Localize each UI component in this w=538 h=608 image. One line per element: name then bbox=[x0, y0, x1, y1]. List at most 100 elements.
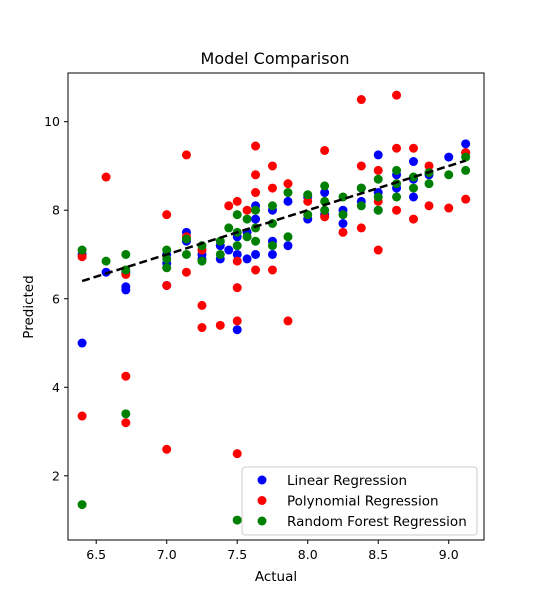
point-series-1 bbox=[232, 256, 242, 266]
point-series-1 bbox=[197, 300, 207, 310]
point-series-0 bbox=[283, 241, 293, 251]
point-series-0 bbox=[251, 214, 261, 224]
point-series-2 bbox=[320, 181, 330, 191]
point-series-1 bbox=[444, 203, 454, 213]
point-series-2 bbox=[283, 188, 293, 198]
point-series-1 bbox=[338, 227, 348, 237]
point-series-0 bbox=[121, 282, 131, 292]
point-series-2 bbox=[373, 192, 383, 202]
point-series-1 bbox=[267, 183, 277, 193]
point-series-1 bbox=[162, 210, 172, 220]
point-series-0 bbox=[232, 325, 242, 335]
point-series-2 bbox=[392, 165, 402, 175]
point-series-1 bbox=[232, 316, 242, 326]
point-series-2 bbox=[162, 263, 172, 273]
point-series-2 bbox=[251, 205, 261, 215]
point-series-1 bbox=[424, 161, 434, 171]
point-series-1 bbox=[356, 95, 366, 105]
point-series-2 bbox=[283, 232, 293, 242]
reference-line bbox=[81, 159, 467, 283]
point-series-0 bbox=[461, 139, 471, 149]
point-series-1 bbox=[392, 205, 402, 215]
point-series-0 bbox=[408, 192, 418, 202]
point-series-1 bbox=[162, 444, 172, 454]
point-series-1 bbox=[121, 418, 131, 428]
point-series-0 bbox=[77, 338, 87, 348]
point-series-1 bbox=[303, 196, 313, 206]
point-series-2 bbox=[267, 241, 277, 251]
point-series-1 bbox=[162, 280, 172, 290]
point-series-2 bbox=[356, 183, 366, 193]
legend-label-1: Polynomial Regression bbox=[287, 494, 439, 510]
x-tick-label: 8.0 bbox=[298, 547, 318, 562]
legend-label-2: Random Forest Regression bbox=[287, 514, 467, 530]
point-series-0 bbox=[232, 249, 242, 259]
point-series-1 bbox=[251, 170, 261, 180]
point-series-1 bbox=[408, 143, 418, 153]
point-series-0 bbox=[224, 245, 234, 255]
point-series-2 bbox=[162, 245, 172, 255]
point-series-1 bbox=[320, 145, 330, 155]
x-axis-label: Actual bbox=[255, 569, 297, 585]
point-series-1 bbox=[181, 267, 191, 277]
x-tick-label: 7.5 bbox=[227, 547, 247, 562]
point-series-2 bbox=[162, 254, 172, 264]
point-series-2 bbox=[224, 223, 234, 233]
legend-box bbox=[241, 466, 478, 536]
point-series-0 bbox=[338, 219, 348, 229]
point-series-1 bbox=[392, 143, 402, 153]
point-series-2 bbox=[232, 210, 242, 220]
y-tick-label: 10 bbox=[44, 114, 60, 129]
point-series-2 bbox=[461, 152, 471, 162]
point-series-2 bbox=[408, 172, 418, 182]
point-series-1 bbox=[77, 252, 87, 262]
point-series-2 bbox=[232, 241, 242, 251]
point-series-0 bbox=[444, 152, 454, 162]
point-series-2 bbox=[303, 210, 313, 220]
point-series-2 bbox=[444, 170, 454, 180]
y-tick-label: 4 bbox=[52, 380, 60, 395]
point-series-1 bbox=[408, 214, 418, 224]
point-series-1 bbox=[181, 150, 191, 160]
y-axis-label: Predicted bbox=[21, 275, 37, 338]
point-series-1 bbox=[251, 141, 261, 151]
legend: Linear Regression Polynomial Regression Ra… bbox=[241, 466, 478, 536]
point-series-2 bbox=[251, 236, 261, 246]
point-series-2 bbox=[356, 201, 366, 211]
point-series-1 bbox=[224, 201, 234, 211]
point-series-0 bbox=[408, 157, 418, 167]
point-series-0 bbox=[251, 249, 261, 259]
point-series-2 bbox=[242, 232, 252, 242]
point-series-0 bbox=[242, 254, 252, 264]
point-series-1 bbox=[251, 188, 261, 198]
point-series-2 bbox=[215, 249, 225, 259]
point-series-2 bbox=[77, 500, 87, 510]
point-series-1 bbox=[267, 265, 277, 275]
point-series-2 bbox=[77, 245, 87, 255]
legend-marker-1 bbox=[257, 496, 267, 505]
point-series-1 bbox=[242, 205, 252, 215]
point-series-2 bbox=[215, 236, 225, 246]
reference-line-layer bbox=[81, 159, 467, 283]
point-series-2 bbox=[424, 179, 434, 189]
x-axis: 6.5 7.0 7.5 8.0 8.5 9.0 bbox=[86, 540, 459, 562]
point-series-1 bbox=[283, 316, 293, 326]
point-series-2 bbox=[181, 249, 191, 259]
point-series-2 bbox=[373, 205, 383, 215]
points-layer bbox=[77, 90, 471, 525]
x-tick-label: 8.5 bbox=[368, 547, 388, 562]
y-tick-label: 6 bbox=[52, 291, 60, 306]
point-series-1 bbox=[232, 449, 242, 459]
y-axis: 2 4 6 8 10 bbox=[44, 114, 68, 483]
point-series-0 bbox=[320, 188, 330, 198]
point-series-1 bbox=[461, 194, 471, 204]
legend-marker-0 bbox=[257, 475, 267, 485]
point-series-1 bbox=[197, 323, 207, 333]
point-series-1 bbox=[356, 161, 366, 171]
point-series-2 bbox=[303, 190, 313, 200]
point-series-2 bbox=[242, 214, 252, 224]
point-series-1 bbox=[77, 411, 87, 421]
point-series-0 bbox=[373, 150, 383, 160]
x-tick-label: 9.0 bbox=[439, 547, 459, 562]
